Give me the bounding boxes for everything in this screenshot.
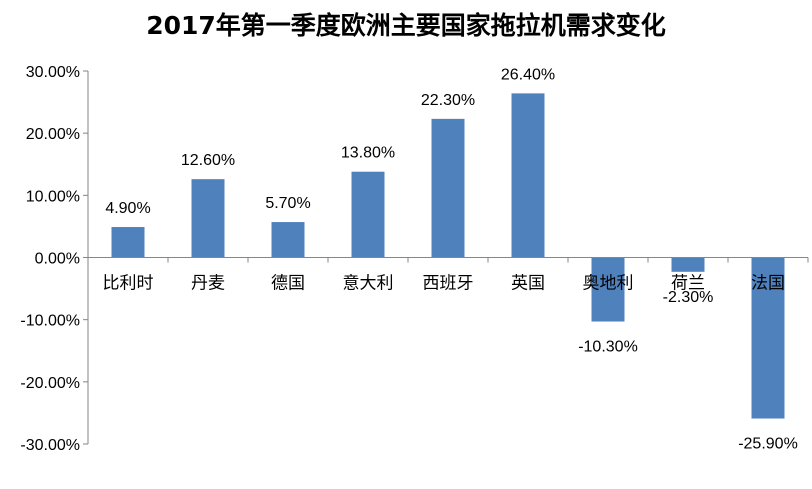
category-labels: 比利时 丹麦 德国 意大利 西班牙 英国 奥地利 荷兰 法国 — [103, 274, 786, 294]
y-tick-label: -20.00% — [20, 375, 80, 392]
category-label: 法国 — [751, 274, 785, 294]
bar — [511, 93, 545, 258]
y-tick-label: 30.00% — [26, 64, 80, 81]
data-label: 4.90% — [105, 200, 150, 217]
bar — [751, 257, 785, 419]
category-label: 荷兰 — [671, 274, 705, 294]
y-tick-label: -10.00% — [20, 313, 80, 330]
category-label: 西班牙 — [423, 274, 474, 294]
data-label: 26.40% — [501, 66, 555, 83]
y-tick-label: 0.00% — [35, 251, 80, 268]
bar — [591, 257, 625, 322]
bar — [271, 222, 305, 258]
data-label: 13.80% — [341, 145, 395, 162]
category-label: 比利时 — [103, 274, 154, 294]
data-labels: 4.90% 12.60% 5.70% 13.80% 22.30% 26.40% -10.30… — [105, 66, 797, 452]
bars — [111, 93, 785, 419]
category-label: 意大利 — [343, 274, 394, 294]
bar — [351, 171, 385, 258]
y-tick-label: -30.00% — [20, 437, 80, 454]
category-label: 丹麦 — [191, 274, 225, 294]
category-label: 德国 — [271, 274, 305, 294]
category-label: 奥地利 — [583, 274, 634, 294]
data-label: 12.60% — [181, 152, 235, 169]
category-label: 英国 — [511, 274, 545, 294]
data-label: 22.30% — [421, 92, 475, 109]
data-label: -25.90% — [738, 436, 798, 453]
data-label: -10.30% — [578, 339, 638, 356]
y-tick-label: 20.00% — [26, 126, 80, 143]
y-axis: 30.00% 20.00% 10.00% 0.00% -10.00% -20.00% -30… — [20, 64, 89, 454]
data-label: -2.30% — [663, 289, 714, 306]
y-tick-label: 10.00% — [26, 188, 80, 205]
bar — [671, 257, 705, 272]
bar — [431, 118, 465, 258]
data-label: 5.70% — [265, 195, 310, 212]
chart-title: 2017年第一季度欧洲主要国家拖拉机需求变化 — [146, 11, 666, 40]
x-axis — [87, 257, 809, 263]
bar — [111, 227, 145, 258]
bar — [191, 179, 225, 258]
